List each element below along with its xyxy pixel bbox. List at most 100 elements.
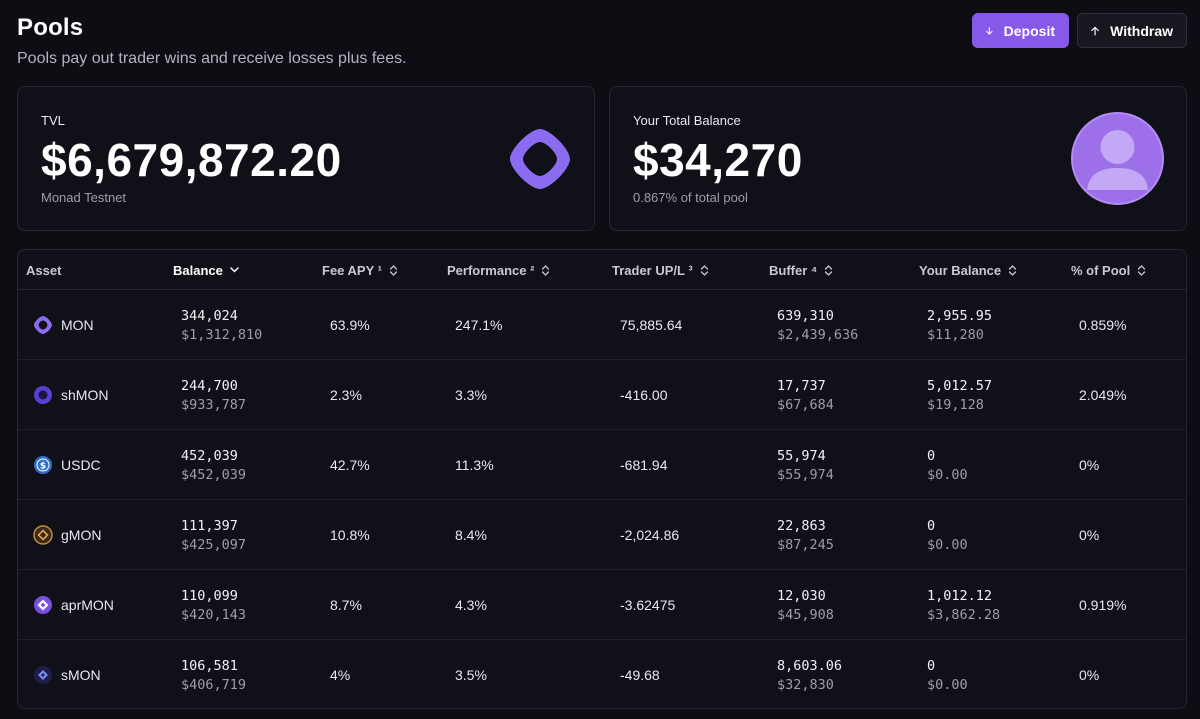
column-asset: Asset [26,250,61,290]
trader-upl-cell: -49.68 [620,667,660,683]
sort-icon [542,264,550,276]
your-balance-amount: 0 [927,657,936,674]
column-label: Buffer ⁴ [769,262,818,278]
balance-usd: $452,039 [181,466,247,483]
balance-amount: 110,099 [181,587,238,604]
column-trader-upl[interactable]: Trader UP/L ³ [612,250,709,290]
column-performance[interactable]: Performance ² [447,250,550,290]
buffer-cell: 17,737 $67,684 [777,360,834,430]
chevron-down-icon [230,267,239,273]
column-label: Performance ² [447,262,535,278]
trader-upl-cell: -681.94 [620,457,668,473]
asset-name: sMON [61,667,101,683]
table-header: Asset Balance Fee APY ¹ Performance ² Tr… [18,250,1186,290]
your-balance-cell: 1,012.12 $3,862.28 [927,570,1000,640]
user-avatar-icon[interactable] [1071,112,1164,205]
balance-usd: $425,097 [181,536,247,553]
pct-pool-cell: 0% [1079,527,1100,543]
buffer-amount: 22,863 [777,517,826,534]
buffer-cell: 22,863 $87,245 [777,500,834,570]
balance-usd: $1,312,810 [181,326,263,343]
asset-name: USDC [61,457,101,473]
smon-icon [34,666,52,684]
balance-cell: 106,581 $406,719 [181,640,247,708]
sort-icon [700,264,708,276]
fee-apy-cell: 2.3% [330,387,362,403]
total-balance-label: Your Total Balance [633,113,741,128]
column-label: % of Pool [1071,262,1131,278]
total-balance-card: Your Total Balance $34,270 0.867% of tot… [609,86,1187,231]
your-balance-usd: $0.00 [927,466,968,483]
performance-cell: 3.3% [455,387,487,403]
table-row[interactable]: sMON 106,581 $406,719 4% 3.5% -49.68 8,60… [18,640,1186,708]
buffer-amount: 12,030 [777,587,826,604]
tvl-network: Monad Testnet [41,190,127,205]
table-row[interactable]: aprMON 110,099 $420,143 8.7% 4.3% -3.6247… [18,570,1186,640]
your-balance-amount: 0 [927,517,936,534]
asset-name: aprMON [61,597,114,613]
column-fee-apy[interactable]: Fee APY ¹ [322,250,398,290]
your-balance-cell: 0 $0.00 [927,640,968,708]
withdraw-button-label: Withdraw [1110,22,1173,39]
page-title: Pools [17,14,84,41]
your-balance-usd: $3,862.28 [927,606,1001,623]
asset-name: gMON [61,527,102,543]
arrow-up-icon [1091,26,1099,36]
balance-cell: 344,024 $1,312,810 [181,290,262,360]
arrow-down-icon [986,26,993,35]
trader-upl-cell: 75,885.64 [620,317,683,333]
table-row[interactable]: MON 344,024 $1,312,810 63.9% 247.1% 75,88… [18,290,1186,360]
balance-amount: 111,397 [181,517,238,534]
buffer-usd: $87,245 [777,536,834,553]
fee-apy-cell: 10.8% [330,527,370,543]
buffer-usd: $45,908 [777,606,834,623]
aprmon-icon [34,596,52,614]
trader-upl-cell: -2,024.86 [620,527,680,543]
fee-apy-cell: 4% [330,667,351,683]
svg-text:$: $ [40,462,46,472]
deposit-button[interactable]: Deposit [972,13,1069,48]
shmon-icon [34,386,52,404]
buffer-cell: 12,030 $45,908 [777,570,834,640]
column-balance[interactable]: Balance [173,250,239,290]
asset-cell: shMON [33,360,108,430]
asset-name: shMON [61,387,109,403]
balance-amount: 244,700 [181,377,238,394]
column-label: Fee APY ¹ [322,262,382,278]
gmon-icon [33,525,53,545]
trader-upl-cell: -3.62475 [620,597,676,613]
column-pct-pool[interactable]: % of Pool [1071,250,1146,290]
balance-usd: $420,143 [181,606,247,623]
pct-pool-cell: 0% [1079,457,1100,473]
header-actions: Deposit Withdraw [972,13,1187,48]
column-your-balance[interactable]: Your Balance [919,250,1017,290]
balance-usd: $406,719 [181,676,247,693]
buffer-cell: 8,603.06 $32,830 [777,640,843,708]
your-balance-usd: $0.00 [927,676,968,693]
table-row[interactable]: $ USDC 452,039 $452,039 42.7% 11.3% -681.… [18,430,1186,500]
column-buffer[interactable]: Buffer ⁴ [769,250,833,290]
table-row[interactable]: gMON 111,397 $425,097 10.8% 8.4% -2,024.8… [18,500,1186,570]
buffer-amount: 8,603.06 [777,657,843,674]
withdraw-button[interactable]: Withdraw [1077,13,1187,48]
tvl-label: TVL [41,113,65,128]
balance-amount: 344,024 [181,307,238,324]
balance-cell: 111,397 $425,097 [181,500,246,570]
fee-apy-cell: 42.7% [330,457,370,473]
your-balance-usd: $0.00 [927,536,968,553]
pct-pool-cell: 0% [1079,667,1100,683]
your-balance-amount: 0 [927,447,936,464]
performance-cell: 247.1% [455,317,503,333]
balance-usd: $933,787 [181,396,247,413]
table-row[interactable]: shMON 244,700 $933,787 2.3% 3.3% -416.00 … [18,360,1186,430]
performance-cell: 3.5% [455,667,487,683]
your-balance-cell: 5,012.57 $19,128 [927,360,992,430]
pct-pool-cell: 2.049% [1079,387,1127,403]
pools-table: Asset Balance Fee APY ¹ Performance ² Tr… [17,249,1187,709]
buffer-cell: 639,310 $2,439,636 [777,290,858,360]
buffer-usd: $2,439,636 [777,326,859,343]
total-balance-value: $34,270 [633,134,803,186]
your-balance-cell: 0 $0.00 [927,430,968,500]
buffer-cell: 55,974 $55,974 [777,430,834,500]
balance-amount: 452,039 [181,447,238,464]
